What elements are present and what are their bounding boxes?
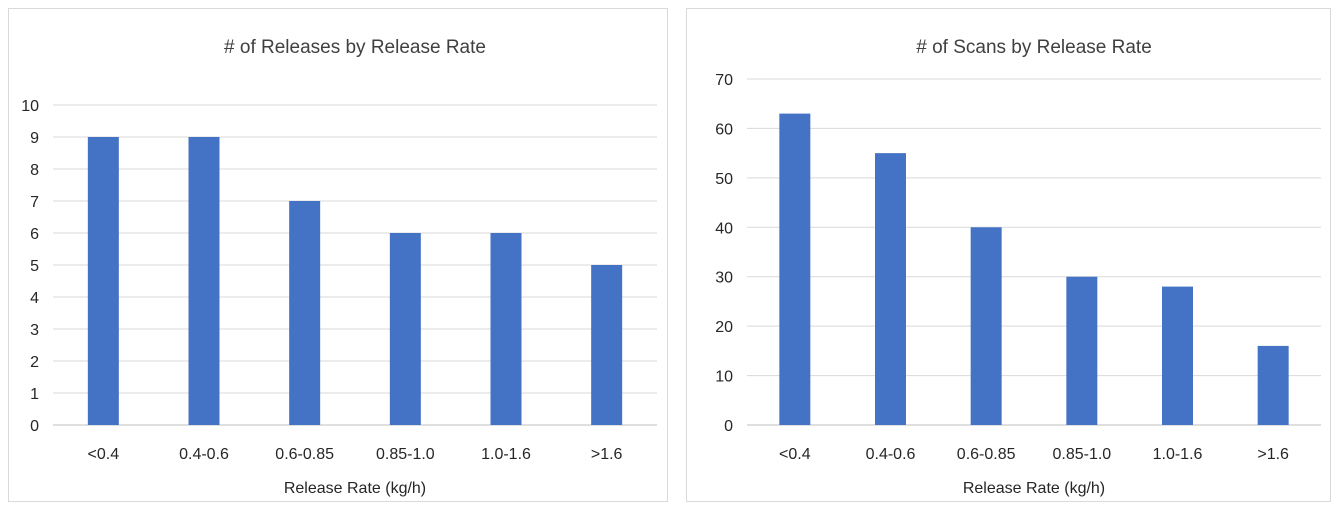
y-tick-label: 70 xyxy=(715,72,733,89)
y-tick-label: 0 xyxy=(724,418,733,435)
chart-panel-releases: # of Releases by Release Rate 0 1 2 3 4 5 6 7 8 9 1… xyxy=(8,8,668,502)
releases-bar xyxy=(188,137,220,425)
chart-panel-scans: # of Scans by Release Rate 0 10 20 30 40 50 60 7… xyxy=(686,8,1331,502)
x-tick-label: 0.6-0.85 xyxy=(275,446,334,463)
releases-bar xyxy=(490,233,522,425)
x-tick-label: 0.85-1.0 xyxy=(376,446,435,463)
x-axis-label: Release Rate (kg/h) xyxy=(963,480,1105,497)
gridlines xyxy=(747,78,1321,426)
x-axis-label: Release Rate (kg/h) xyxy=(284,480,426,497)
scans-bar xyxy=(1162,286,1193,425)
chart-title: # of Scans by Release Rate xyxy=(916,37,1152,58)
y-tick-label: 0 xyxy=(30,418,39,435)
releases-bar-chart: # of Releases by Release Rate 0 1 2 3 4 5 6 7 8 9 1… xyxy=(21,37,657,497)
x-tick-label: 0.4-0.6 xyxy=(179,446,229,463)
y-tick-label: 6 xyxy=(30,226,39,243)
y-tick-label: 5 xyxy=(30,258,39,275)
x-tick-label: 1.0-1.6 xyxy=(1153,446,1203,463)
scans-bar xyxy=(1257,345,1289,425)
x-tick-label: 1.0-1.6 xyxy=(481,446,531,463)
y-tick-label: 9 xyxy=(30,130,39,147)
y-tick-label: 7 xyxy=(30,194,39,211)
x-tick-label: 0.4-0.6 xyxy=(866,446,916,463)
y-tick-label: 1 xyxy=(30,386,39,403)
releases-bar xyxy=(591,265,623,425)
y-tick-label: 4 xyxy=(30,290,39,307)
scans-bar-chart: # of Scans by Release Rate 0 10 20 30 40 50 60 7… xyxy=(715,37,1321,497)
scans-bar xyxy=(875,153,906,425)
y-tick-label: 8 xyxy=(30,162,39,179)
releases-bar xyxy=(289,201,321,425)
x-tick-label: 0.85-1.0 xyxy=(1052,446,1111,463)
y-tick-label: 10 xyxy=(715,369,733,386)
releases-bar xyxy=(389,233,421,425)
x-tick-label: >1.6 xyxy=(591,446,623,463)
y-tick-label: 40 xyxy=(715,220,733,237)
x-tick-label: >1.6 xyxy=(1257,446,1289,463)
y-tick-label: 50 xyxy=(715,171,733,188)
scans-bar xyxy=(1066,276,1098,425)
x-tick-label: <0.4 xyxy=(779,446,811,463)
y-tick-label: 10 xyxy=(21,98,39,115)
scans-bar xyxy=(970,227,1002,425)
gridlines xyxy=(53,104,657,426)
x-tick-label: 0.6-0.85 xyxy=(957,446,1016,463)
y-tick-label: 2 xyxy=(30,354,39,371)
y-tick-label: 60 xyxy=(715,121,733,138)
y-tick-label: 3 xyxy=(30,322,39,339)
y-tick-label: 20 xyxy=(715,319,733,336)
y-tick-label: 30 xyxy=(715,270,733,287)
chart-title: # of Releases by Release Rate xyxy=(224,37,486,58)
releases-bar xyxy=(87,137,119,425)
x-tick-label: <0.4 xyxy=(88,446,120,463)
scans-bar xyxy=(779,113,811,425)
